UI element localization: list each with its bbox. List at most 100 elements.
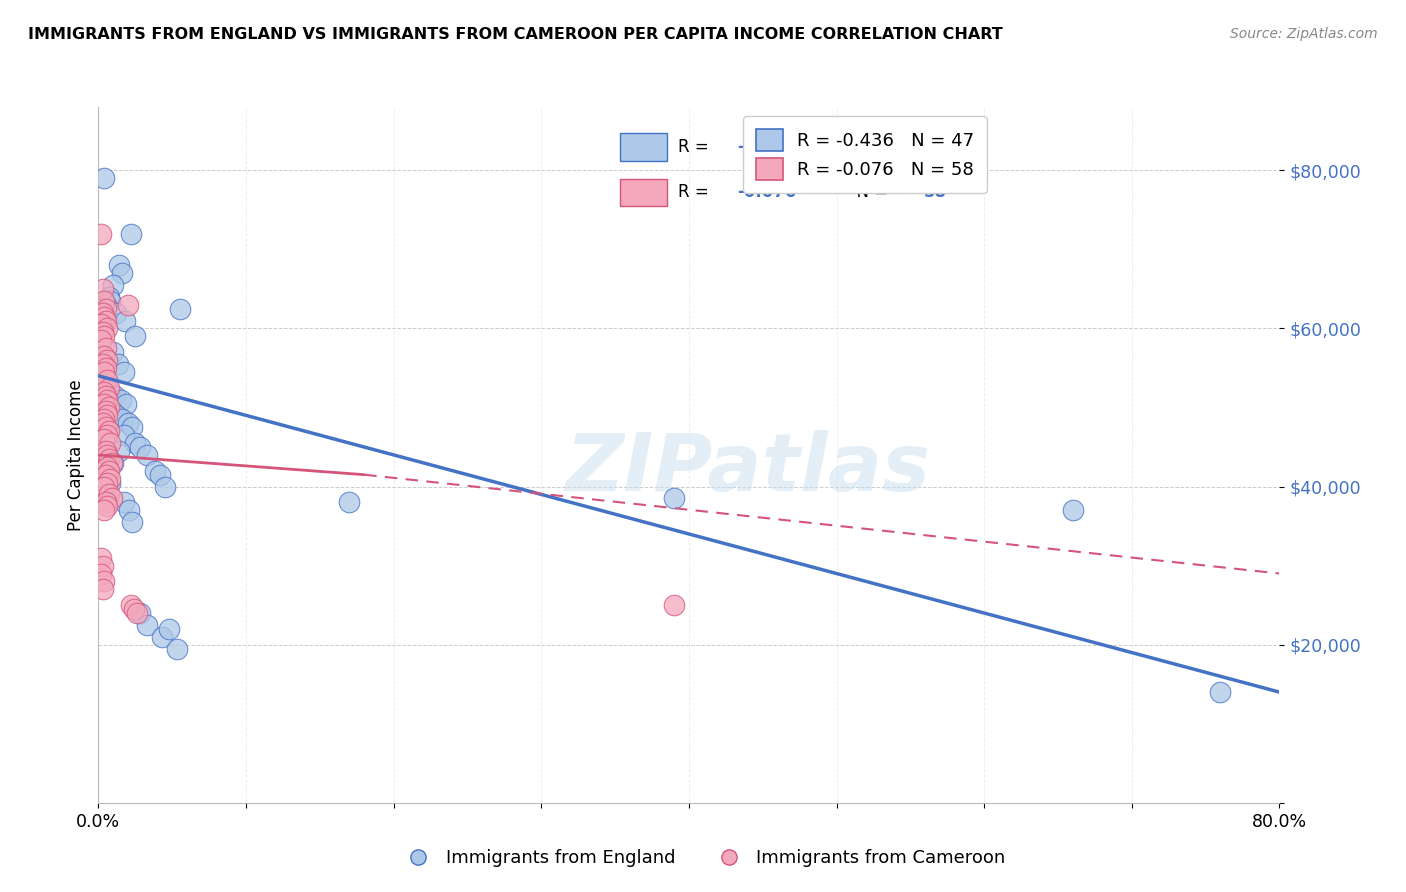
Point <box>94 420 117 434</box>
Point <box>143 464 166 478</box>
Point <box>94 361 117 376</box>
Point <box>153 479 176 493</box>
Point <box>169 301 191 316</box>
Point <box>98 436 121 450</box>
Point <box>122 602 145 616</box>
Point <box>93 310 115 324</box>
Point <box>97 290 120 304</box>
Point <box>112 495 135 509</box>
Point <box>664 598 686 612</box>
Point <box>110 392 132 407</box>
Point <box>93 503 115 517</box>
Point <box>1209 685 1232 699</box>
Point <box>94 341 117 355</box>
Point <box>94 301 117 316</box>
Point <box>124 436 146 450</box>
Point <box>90 227 112 241</box>
Point <box>100 456 122 470</box>
Point <box>157 622 180 636</box>
Point <box>90 318 112 332</box>
Point <box>93 365 115 379</box>
Point <box>117 298 139 312</box>
Point <box>97 487 120 501</box>
Point <box>103 277 125 292</box>
Point <box>149 467 172 482</box>
Point <box>96 392 118 407</box>
Point <box>91 282 114 296</box>
Point <box>112 428 135 442</box>
Point <box>90 550 112 565</box>
Point <box>97 381 120 395</box>
Point <box>93 412 115 426</box>
Point <box>121 420 143 434</box>
Point <box>128 606 150 620</box>
Point <box>93 171 115 186</box>
Point <box>91 305 114 319</box>
Point <box>124 329 146 343</box>
Point <box>664 491 686 506</box>
Point <box>93 396 115 410</box>
Point <box>91 417 114 431</box>
Point <box>97 464 120 478</box>
Point <box>114 313 136 327</box>
Point <box>111 266 134 280</box>
Point <box>94 389 117 403</box>
Point <box>94 444 117 458</box>
Point <box>337 495 360 509</box>
Point <box>97 451 120 466</box>
Point <box>128 440 150 454</box>
Point <box>94 495 117 509</box>
Point <box>94 298 117 312</box>
Point <box>93 432 115 446</box>
Point <box>96 373 118 387</box>
Point <box>96 321 118 335</box>
Point <box>120 227 142 241</box>
Point <box>136 448 159 462</box>
Point <box>98 293 121 308</box>
Point <box>103 345 125 359</box>
Point <box>97 401 120 415</box>
Text: IMMIGRANTS FROM ENGLAND VS IMMIGRANTS FROM CAMEROON PER CAPITA INCOME CORRELATIO: IMMIGRANTS FROM ENGLAND VS IMMIGRANTS FR… <box>28 27 1002 42</box>
Point <box>108 258 131 272</box>
Point <box>93 479 115 493</box>
Point <box>94 404 117 418</box>
Point <box>108 444 131 458</box>
Text: ZIPatlas: ZIPatlas <box>565 430 931 508</box>
Point <box>100 404 122 418</box>
Point <box>98 475 121 490</box>
Point <box>91 582 114 597</box>
Point <box>93 293 115 308</box>
Point <box>105 409 128 423</box>
Point <box>107 357 129 371</box>
Point <box>118 503 141 517</box>
Point <box>97 424 120 438</box>
Point <box>93 329 115 343</box>
Y-axis label: Per Capita Income: Per Capita Income <box>66 379 84 531</box>
Point <box>91 321 114 335</box>
Point <box>93 574 115 589</box>
Point <box>96 475 118 490</box>
Point <box>112 365 135 379</box>
Point <box>115 396 138 410</box>
Point <box>111 412 134 426</box>
Point <box>94 313 117 327</box>
Point <box>117 417 139 431</box>
Point <box>120 598 142 612</box>
Point <box>100 491 122 506</box>
Point <box>90 566 112 581</box>
Point <box>93 349 115 363</box>
Point <box>125 606 148 620</box>
Point <box>150 630 173 644</box>
Point <box>98 472 121 486</box>
Point <box>94 467 117 482</box>
Point <box>96 448 118 462</box>
Point <box>93 384 115 399</box>
Point <box>96 353 118 368</box>
Point <box>98 384 121 399</box>
Point <box>166 641 188 656</box>
Point <box>96 500 118 514</box>
Legend: R = -0.436   N = 47, R = -0.076   N = 58: R = -0.436 N = 47, R = -0.076 N = 58 <box>742 116 987 193</box>
Point <box>96 409 118 423</box>
Legend: Immigrants from England, Immigrants from Cameroon: Immigrants from England, Immigrants from… <box>394 842 1012 874</box>
Point <box>105 305 128 319</box>
